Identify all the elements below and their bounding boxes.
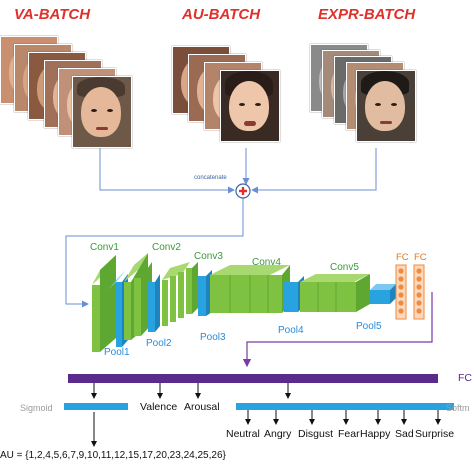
concatenate-node [235,183,251,199]
face-image [356,70,416,142]
concatenate-label: concatenate [194,175,227,181]
concatenate-arrows [65,148,377,308]
fc-label: FC [396,252,409,263]
fc-output-arrow [242,292,433,368]
conv5-label: Conv5 [330,262,359,273]
emotion-label: Angry [264,428,292,440]
sigmoid-bar [64,403,128,410]
final-fc-bar [68,374,438,383]
fc-layers [395,264,425,320]
pool5-label: Pool5 [356,321,382,332]
pool4-label: Pool4 [278,325,304,336]
conv1-label: Conv1 [90,242,119,253]
conv2-label: Conv2 [152,242,181,253]
emotion-label: Happy [360,428,391,440]
valence-label: Valence [140,401,178,413]
sigmoid-label: Sigmoid [20,403,53,413]
emotion-label: Disgust [298,428,334,440]
va-batch-title: VA-BATCH [14,6,91,23]
softmax-label: Softm [446,403,470,413]
face-image [220,70,280,142]
au-list: AU = {1,2,4,5,6,7,9,10,11,12,15,17,20,23… [0,450,226,461]
fc-label: FC [414,252,427,263]
arousal-label: Arousal [184,401,220,413]
expr-batch-title: EXPR-BATCH [318,6,416,23]
au-batch-title: AU-BATCH [182,6,261,23]
final-fc-label: FC [458,372,472,384]
emotion-label: Sad [395,428,414,440]
emotion-label: Surprise [415,428,455,440]
conv-pool-blocks [92,253,396,352]
emotion-label: Fear [338,428,360,440]
pool3-label: Pool3 [200,332,226,343]
output-arrows [91,383,441,447]
emotion-label: Neutral [226,428,260,440]
face-image [72,76,132,148]
softmax-bar [236,403,454,410]
conv4-label: Conv4 [252,257,281,268]
pool2-label: Pool2 [146,338,172,349]
pool1-label: Pool1 [104,347,130,358]
conv3-label: Conv3 [194,251,223,262]
